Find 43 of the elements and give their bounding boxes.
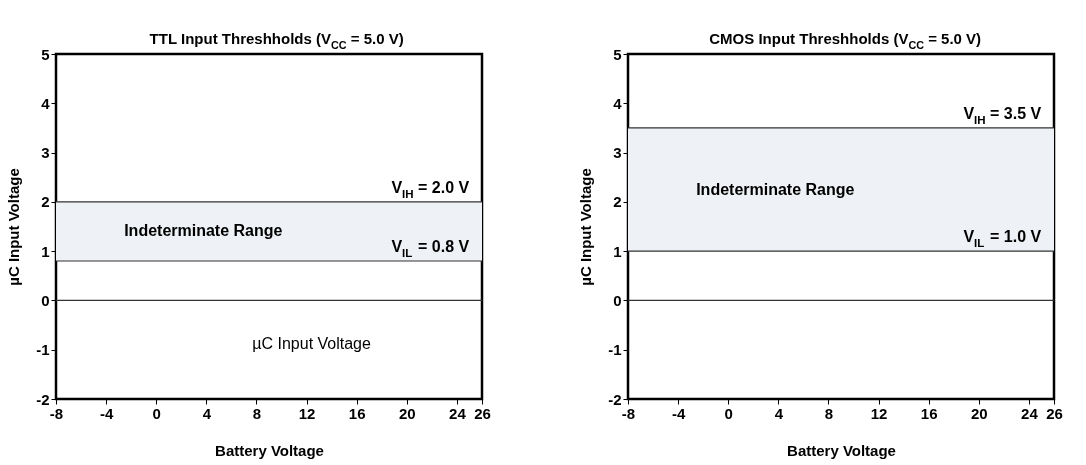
y-tick-label: 1	[41, 242, 50, 260]
x-tick-label: 16	[920, 404, 938, 422]
x-tick-label: -4	[671, 404, 686, 422]
x-tick-label: -8	[621, 404, 636, 422]
y-tick-label: 5	[613, 45, 622, 63]
y-tick-label: -1	[608, 341, 622, 359]
x-tick-label: 0	[724, 404, 733, 422]
y-tick-label: 4	[41, 94, 51, 112]
y-tick-label: 0	[41, 291, 50, 309]
x-tick-label: 4	[202, 404, 212, 422]
x-axis-title: Battery Voltage	[215, 441, 324, 459]
annotation: µC Input Voltage	[252, 334, 372, 352]
band-label: Indeterminate Range	[124, 222, 283, 240]
x-tick-label: 8	[824, 404, 834, 422]
y-tick-label: -2	[608, 390, 622, 408]
x-tick-label: 12	[870, 404, 888, 422]
x-tick-label: 16	[348, 404, 366, 422]
x-tick-label: 12	[298, 404, 316, 422]
y-axis-title: µC Input Voltage	[5, 168, 23, 286]
y-axis-title: µC Input Voltage	[577, 168, 595, 286]
x-tick-label: -8	[49, 404, 64, 422]
y-tick-label: 5	[41, 45, 50, 63]
band-label: Indeterminate Range	[696, 180, 855, 198]
x-tick-label: 26	[1046, 404, 1063, 422]
x-tick-label: 8	[252, 404, 262, 422]
x-tick-label: -4	[99, 404, 114, 422]
y-tick-label: -1	[36, 341, 50, 359]
y-tick-label: 4	[613, 94, 623, 112]
y-tick-label: 2	[613, 193, 622, 211]
y-tick-label: -2	[36, 390, 50, 408]
x-tick-label: 0	[152, 404, 161, 422]
x-tick-label: 20	[398, 404, 416, 422]
x-tick-label: 20	[970, 404, 988, 422]
x-tick-label: 24	[449, 404, 467, 422]
y-tick-label: 3	[613, 144, 622, 162]
y-tick-label: 3	[41, 144, 50, 162]
x-axis-title: Battery Voltage	[787, 441, 896, 459]
y-tick-label: 1	[613, 242, 622, 260]
x-tick-label: 26	[474, 404, 491, 422]
y-tick-label: 2	[41, 193, 50, 211]
x-tick-label: 24	[1021, 404, 1039, 422]
x-tick-label: 4	[774, 404, 784, 422]
y-tick-label: 0	[613, 291, 622, 309]
